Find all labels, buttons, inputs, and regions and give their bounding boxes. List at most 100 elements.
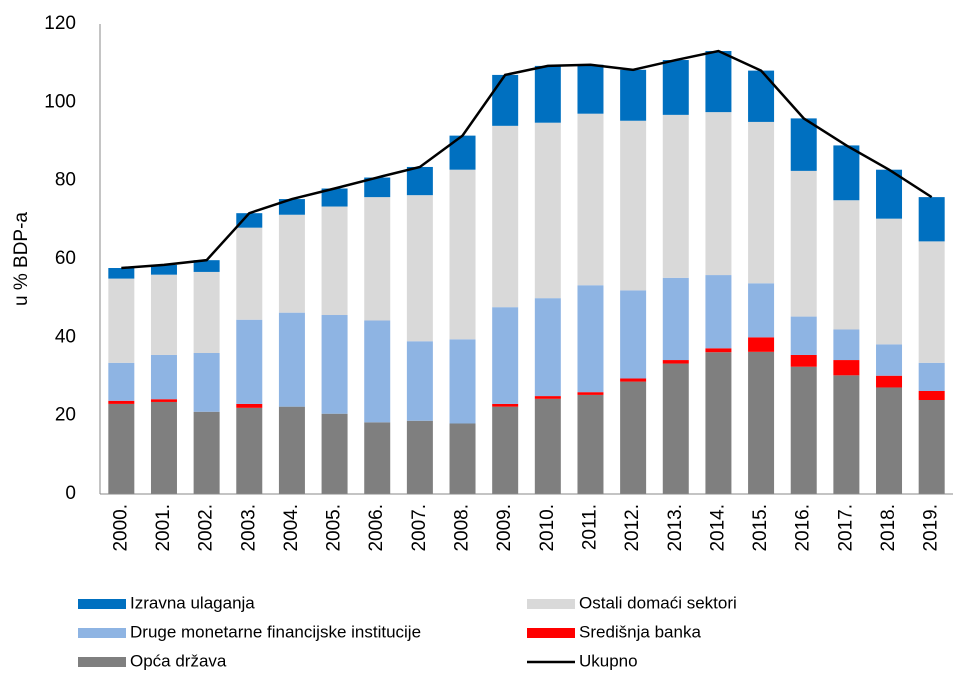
x-tick-label: 2012. [622,504,643,552]
total-line [121,49,933,270]
bar-segment [620,381,647,494]
bar-segment [364,177,391,198]
bar-segment [492,307,519,404]
bar-segment [620,378,647,382]
x-tick-label: 2011. [579,504,600,550]
bar-segment [918,400,945,494]
x-tick-label: 2014. [707,504,728,552]
bar-segment [364,197,391,321]
bar-segment [193,411,220,494]
bar-segment [620,290,647,379]
bar-segment [705,275,732,349]
bar-segment [492,125,519,308]
bar-segment [918,197,945,242]
bar-segment [108,362,135,401]
y-tick-label: 40 [55,326,76,347]
bar-segment [278,312,305,407]
bar-segment [790,366,817,494]
x-tick-label: 2008. [452,504,473,552]
bar-segment [662,360,689,364]
bar-segment [790,316,817,355]
bar-segment [833,375,860,494]
bar-segment [876,375,903,388]
bar-segment [748,121,775,284]
y-tick-label: 100 [44,91,76,112]
bar-segment [534,65,561,123]
bar-segment [748,337,775,352]
bar-segment [577,285,604,393]
bar-segment [193,260,220,272]
legend-label: Druge monetarne financijske institucije [130,622,421,641]
bar-segment [449,169,476,340]
bar-segment [876,387,903,494]
bar-segment [150,354,177,400]
bar-segment [278,406,305,494]
legend-label: Ostali domaći sektori [579,593,737,612]
bar-segment [150,399,177,402]
bar-segment [534,298,561,397]
legend-swatch [527,599,575,609]
bar-segment [236,319,263,404]
bar-segment [406,420,433,494]
bar-segment [662,363,689,494]
y-tick-label: 60 [55,248,76,269]
legend-label: Izravna ulaganja [130,593,255,612]
bar-segment [449,423,476,494]
bar-segment [833,200,860,330]
bar-segment [150,264,177,275]
bar-segment [876,344,903,376]
legend-swatch [527,628,575,638]
bar-segment [705,348,732,353]
legend-label: Ukupno [579,651,638,670]
bar-segment [278,199,305,215]
x-tick-label: 2019. [921,504,942,552]
bar-segment [790,170,817,317]
bar-segment [449,135,476,170]
y-tick-label: 80 [55,170,76,191]
bar-segment [748,70,775,122]
bar-segment [364,320,391,423]
x-tick-label: 2009. [494,504,515,552]
x-tick-label: 2000. [110,504,131,552]
bar-segment [236,213,263,228]
legend-swatch [78,599,126,609]
x-tick-label: 2010. [537,504,558,552]
y-tick-label: 0 [65,483,76,504]
x-tick-label: 2002. [196,504,217,552]
legend-label: Opća država [130,651,227,670]
x-tick-label: 2017. [835,504,856,552]
bar-segment [534,398,561,494]
bar-segment [620,69,647,121]
bar-segment [321,413,348,494]
bar-segment [790,354,817,367]
bar-segment [577,64,604,114]
bar-segment [705,51,732,113]
y-tick-label: 120 [44,13,76,34]
x-tick-label: 2003. [238,504,259,552]
bar-segment [108,403,135,494]
bar-segment [492,403,519,407]
legend-swatch [78,657,126,667]
bar-segment [876,218,903,345]
legend-label: Središnja banka [579,622,701,641]
bar-segment [748,351,775,494]
bar-segment [918,241,945,363]
x-tick-label: 2018. [878,504,899,552]
bar-segment [406,341,433,421]
bar-segment [876,169,903,219]
bar-segment [534,122,561,299]
bar-segment [620,120,647,291]
bar-segment [108,268,135,279]
bar-segment [662,277,689,361]
x-tick-label: 2001. [153,504,174,552]
bar-segment [108,278,135,363]
bar-segment [833,329,860,361]
x-tick-label: 2015. [750,504,771,552]
bar-segment [406,195,433,342]
bar-segment [278,214,305,313]
y-tick-label: 20 [55,405,76,426]
bar-segment [492,406,519,494]
bar-segment [108,400,135,404]
bar-segment [705,112,732,276]
x-tick-label: 2004. [281,504,302,552]
